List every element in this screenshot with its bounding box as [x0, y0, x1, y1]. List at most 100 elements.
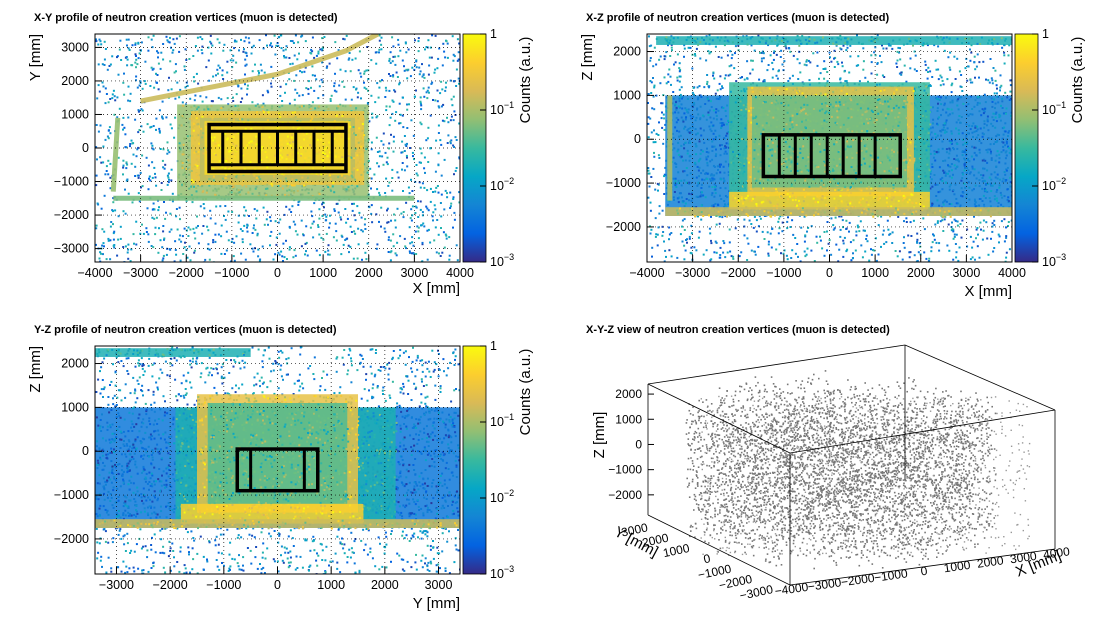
density-cell	[337, 176, 340, 179]
density-cell	[232, 136, 235, 139]
density-cell	[358, 127, 361, 130]
noise-cell	[395, 254, 398, 257]
noise-cell	[427, 228, 430, 231]
density-cell	[223, 157, 226, 160]
noise-cell	[328, 253, 331, 256]
noise-cell	[130, 248, 133, 251]
noise-cell	[456, 259, 459, 262]
noise-cell	[378, 194, 381, 197]
noise-cell	[169, 212, 172, 215]
noise-cell	[209, 209, 212, 212]
noise-cell	[150, 38, 153, 41]
density-cell	[232, 118, 235, 121]
noise-cell	[161, 159, 164, 162]
noise-cell	[210, 42, 213, 45]
density-cell	[326, 155, 329, 158]
noise-cell	[354, 232, 357, 235]
density-cell	[355, 107, 358, 110]
density-cell	[255, 143, 258, 146]
noise-cell	[717, 56, 720, 58]
noise-cell	[322, 201, 325, 204]
density-cell	[292, 159, 295, 161]
density-cell	[249, 161, 252, 164]
noise-cell	[235, 40, 238, 43]
noise-cell	[422, 87, 425, 90]
noise-cell	[426, 207, 429, 210]
noise-cell	[867, 80, 869, 83]
density-cell	[289, 165, 292, 168]
noise-cell	[196, 36, 199, 39]
noise-cell	[726, 251, 729, 254]
noise-cell	[388, 124, 391, 127]
noise-cell	[166, 141, 169, 144]
noise-cell	[420, 104, 423, 107]
noise-cell	[252, 44, 255, 47]
noise-cell	[432, 99, 434, 101]
noise-cell	[390, 250, 393, 253]
density-cell	[291, 133, 294, 136]
noise-cell	[329, 100, 332, 102]
noise-cell	[285, 45, 288, 48]
noise-cell	[346, 217, 349, 220]
noise-cell	[885, 241, 888, 244]
density-cell	[298, 127, 301, 129]
noise-cell	[155, 72, 157, 75]
density-cell	[278, 106, 281, 109]
noise-cell	[1001, 46, 1004, 49]
noise-cell	[338, 84, 341, 87]
noise-cell	[243, 48, 245, 51]
noise-cell	[1005, 251, 1008, 254]
noise-cell	[833, 57, 835, 60]
density-cell	[322, 159, 324, 162]
noise-cell	[127, 85, 130, 88]
noise-cell	[724, 74, 727, 77]
density-cell	[225, 173, 228, 176]
noise-cell	[714, 92, 717, 95]
noise-cell	[402, 126, 405, 129]
density-cell	[286, 142, 289, 145]
noise-cell	[766, 231, 769, 234]
noise-cell	[370, 148, 373, 151]
noise-cell	[235, 93, 238, 96]
noise-cell	[721, 85, 723, 88]
noise-cell	[411, 205, 414, 208]
density-cell	[212, 168, 215, 170]
noise-cell	[950, 91, 953, 94]
density-cell	[352, 126, 355, 128]
noise-cell	[394, 119, 397, 122]
density-cell	[266, 183, 269, 186]
noise-cell	[408, 103, 410, 106]
noise-cell	[428, 56, 431, 59]
noise-cell	[445, 40, 448, 43]
noise-cell	[353, 214, 356, 217]
noise-cell	[794, 252, 797, 255]
noise-cell	[389, 51, 392, 54]
noise-cell	[421, 243, 424, 246]
noise-cell	[223, 43, 226, 46]
density-cell	[195, 106, 198, 109]
noise-cell	[166, 183, 169, 186]
noise-cell	[412, 155, 414, 158]
density-cell	[357, 141, 360, 144]
noise-cell	[413, 68, 416, 71]
density-cell	[364, 139, 367, 142]
noise-cell	[406, 108, 409, 111]
noise-cell	[658, 157, 661, 159]
density-cell	[263, 111, 265, 114]
noise-cell	[137, 176, 140, 179]
noise-cell	[328, 226, 331, 229]
noise-cell	[458, 122, 460, 125]
noise-cell	[251, 247, 254, 250]
noise-cell	[99, 251, 102, 254]
noise-cell	[237, 85, 240, 88]
noise-cell	[262, 47, 265, 50]
noise-cell	[114, 99, 117, 102]
density-cell	[242, 179, 245, 182]
noise-cell	[443, 208, 446, 211]
noise-cell	[733, 67, 736, 70]
noise-cell	[651, 255, 653, 258]
noise-cell	[180, 240, 183, 243]
noise-cell	[152, 246, 155, 249]
noise-cell	[409, 147, 411, 149]
noise-cell	[411, 214, 414, 217]
